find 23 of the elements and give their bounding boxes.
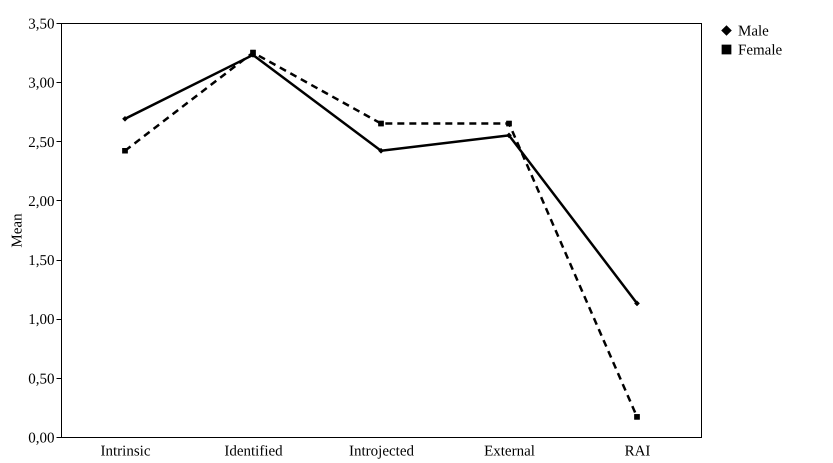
- y-tick-label: 3,50: [28, 16, 54, 32]
- point: [506, 120, 512, 126]
- point: [122, 116, 128, 122]
- point: [634, 300, 640, 306]
- y-tick-label: 1,00: [28, 312, 54, 328]
- y-axis-title: Mean: [9, 212, 26, 248]
- x-tick-label: Intrinsic: [100, 444, 151, 460]
- x-tick-label: Identified: [224, 444, 284, 460]
- point: [122, 148, 128, 154]
- y-tick-label: 3,00: [28, 76, 54, 92]
- legend-label: Male: [738, 24, 770, 40]
- x-tick-label: Introjected: [349, 444, 414, 460]
- legend-label: Female: [738, 42, 782, 58]
- point: [378, 120, 384, 126]
- y-tick-label: 0,00: [28, 430, 54, 446]
- x-tick-label: External: [484, 444, 535, 460]
- y-tick-label: 2,50: [28, 134, 54, 151]
- y-tick-label: 0,50: [28, 371, 54, 388]
- y-tick-label: 1,50: [28, 253, 54, 270]
- point: [250, 50, 256, 56]
- y-tick-label: 2,00: [28, 194, 54, 210]
- point: [634, 414, 640, 420]
- x-tick-label: RAI: [624, 444, 650, 460]
